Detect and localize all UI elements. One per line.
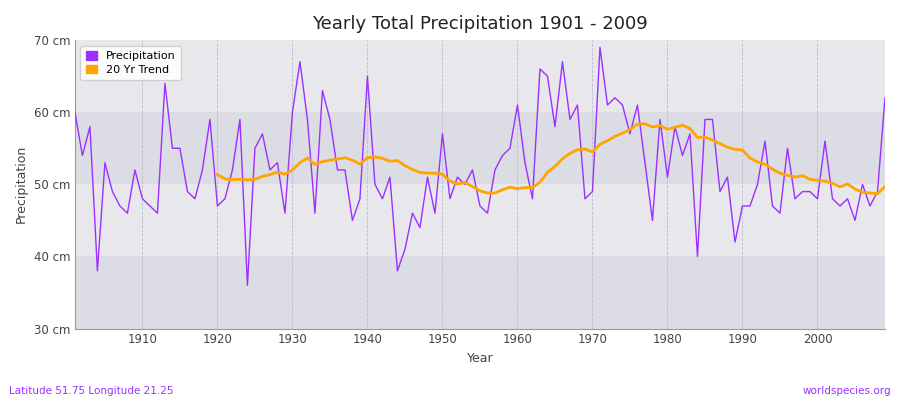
Precipitation: [519, 160, 530, 165]
Precipitation: [130, 168, 140, 172]
Line: Precipitation: Precipitation: [75, 47, 885, 285]
Y-axis label: Precipitation: Precipitation: [15, 145, 28, 224]
Text: Latitude 51.75 Longitude 21.25: Latitude 51.75 Longitude 21.25: [9, 386, 174, 396]
X-axis label: Year: Year: [466, 352, 493, 365]
Precipitation: [242, 283, 253, 288]
20 Yr Trend: [415, 170, 426, 175]
Bar: [75, 40, 885, 112]
20 Yr Trend: [212, 172, 223, 177]
20 Yr Trend: [775, 171, 786, 176]
20 Yr Trend: [640, 121, 651, 126]
Text: worldspecies.org: worldspecies.org: [803, 386, 891, 396]
Bar: [75, 184, 885, 256]
20 Yr Trend: [857, 190, 868, 195]
Title: Yearly Total Precipitation 1901 - 2009: Yearly Total Precipitation 1901 - 2009: [312, 15, 648, 33]
20 Yr Trend: [685, 126, 696, 131]
20 Yr Trend: [789, 175, 800, 180]
Bar: [75, 112, 885, 184]
20 Yr Trend: [879, 184, 890, 189]
Precipitation: [69, 110, 80, 115]
Precipitation: [617, 103, 628, 108]
20 Yr Trend: [872, 191, 883, 196]
Precipitation: [302, 117, 313, 122]
Precipitation: [595, 45, 606, 50]
Precipitation: [347, 218, 358, 223]
20 Yr Trend: [302, 156, 313, 160]
Line: 20 Yr Trend: 20 Yr Trend: [218, 124, 885, 194]
Legend: Precipitation, 20 Yr Trend: Precipitation, 20 Yr Trend: [80, 46, 181, 80]
Precipitation: [879, 96, 890, 100]
Bar: [75, 256, 885, 328]
Precipitation: [512, 103, 523, 108]
